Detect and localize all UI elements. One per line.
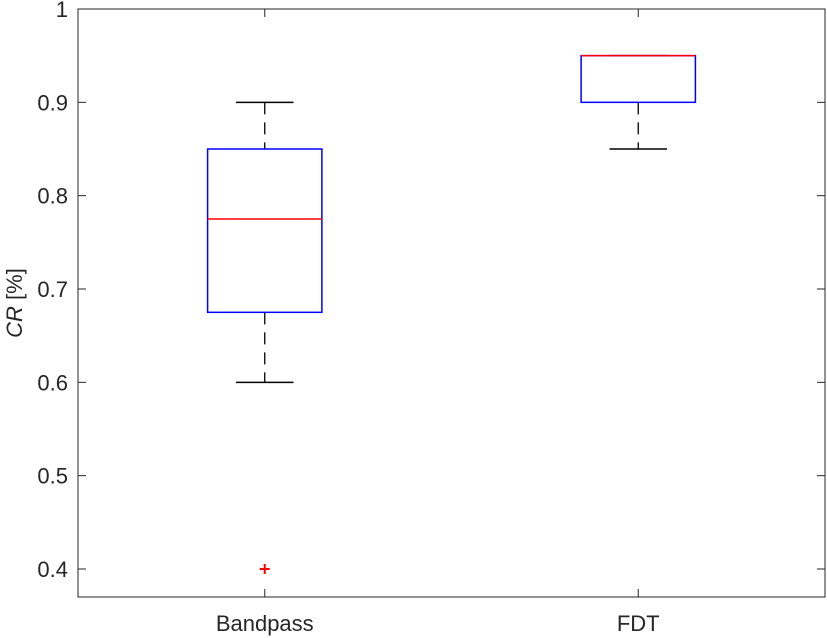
box-fdt [580, 54, 697, 150]
y-tick-label: 0.8 [37, 184, 68, 209]
y-tick-label: 0.9 [37, 90, 68, 115]
x-tick-label: FDT [617, 611, 660, 636]
y-axis-ticks: 0.4 0.5 0.6 0.7 0.8 0.9 1 [37, 0, 825, 582]
iqr-box [206, 148, 323, 314]
x-axis-ticks: Bandpass FDT [216, 9, 660, 636]
y-axis-title: CR [%] [2, 268, 27, 338]
y-tick-label: 0.4 [37, 557, 68, 582]
box-bandpass [206, 101, 323, 574]
boxes-layer [206, 54, 697, 574]
y-axis-title-unit: [%] [2, 268, 27, 306]
x-tick-label: Bandpass [216, 611, 314, 636]
y-tick-label: 0.5 [37, 464, 68, 489]
y-tick-label: 1 [56, 0, 68, 22]
y-tick-label: 0.7 [37, 277, 68, 302]
y-tick-label: 0.6 [37, 370, 68, 395]
plot-area [77, 8, 826, 598]
y-axis-title-variable: CR [2, 306, 27, 338]
